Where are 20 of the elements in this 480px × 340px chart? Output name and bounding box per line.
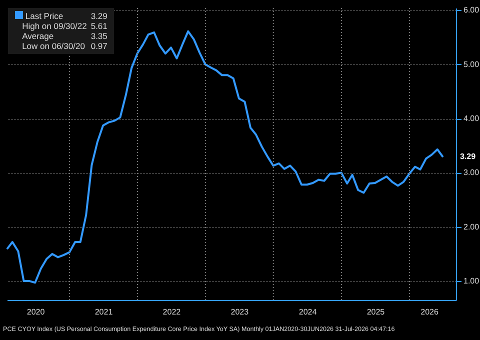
x-tick-label: 2026 (420, 308, 439, 316)
x-tick-label: 2022 (162, 308, 182, 316)
annotation: 3.29 (90, 11, 108, 21)
annotation: Low on 06/30/20 0.97 (21, 41, 108, 51)
y-tick-label: 1.00 (464, 276, 480, 286)
y-tick-label: 4.00 (464, 114, 480, 124)
annotation: 3.29 (460, 152, 476, 161)
y-tick-label: 6.00 (464, 6, 480, 15)
y-tick-label: 2.00 (464, 222, 480, 232)
legend-label: Last Price (24, 11, 64, 21)
x-tick-label: 2020 (26, 308, 46, 316)
x-tick-label: 2025 (366, 308, 386, 316)
x-tick-label: 2024 (298, 308, 318, 316)
y-tick-label: 5.00 (464, 60, 480, 69)
annotation: High on 09/30/22 5.61 (21, 21, 108, 31)
line-series (6, 30, 444, 284)
text: Average 3.35 (22, 31, 108, 41)
y-tick-label: 3.00 (464, 168, 480, 178)
x-tick-label: 2021 (94, 308, 114, 316)
x-tick-label: 2023 (230, 308, 250, 316)
